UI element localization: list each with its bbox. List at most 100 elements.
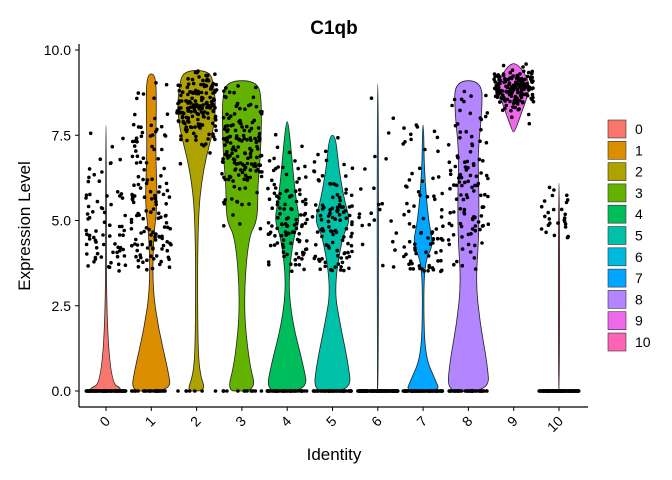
point-5	[342, 268, 346, 273]
point-5	[346, 241, 350, 246]
point-6	[386, 131, 391, 135]
point-1	[139, 231, 143, 235]
legend-swatch-2	[607, 162, 627, 181]
point-3	[245, 138, 249, 142]
point-4	[302, 267, 306, 272]
point-0	[87, 233, 92, 238]
point-4	[294, 221, 299, 226]
point-1	[133, 242, 137, 246]
point-8	[476, 220, 481, 224]
point-0	[115, 254, 120, 259]
point-3	[226, 156, 230, 160]
point-3	[253, 164, 258, 169]
point-9	[519, 80, 523, 84]
point-6	[389, 219, 393, 223]
point-6	[390, 389, 395, 393]
point-8	[483, 114, 488, 119]
point-0	[110, 144, 115, 149]
point-1	[161, 243, 166, 248]
point-9	[513, 105, 517, 110]
point-7	[423, 147, 427, 152]
point-0	[104, 389, 108, 393]
point-4	[296, 166, 301, 171]
point-8	[473, 215, 477, 220]
point-3	[248, 151, 253, 156]
point-1	[164, 202, 168, 206]
point-3	[237, 137, 242, 142]
legend-swatch-9	[607, 311, 627, 331]
point-6	[360, 223, 365, 228]
point-7	[412, 204, 416, 208]
point-5	[344, 174, 348, 178]
point-2	[179, 93, 183, 98]
point-10	[563, 222, 568, 226]
point-4	[267, 197, 272, 201]
point-5	[345, 255, 349, 260]
point-3	[230, 151, 234, 155]
point-10	[576, 389, 581, 393]
point-9	[514, 99, 519, 103]
point-1	[140, 242, 144, 247]
point-0	[94, 389, 99, 393]
point-2	[178, 83, 182, 88]
point-8	[446, 238, 451, 242]
point-1	[160, 236, 164, 241]
point-4	[289, 207, 293, 211]
point-5	[323, 149, 328, 154]
point-8	[466, 389, 471, 393]
point-8	[468, 250, 473, 254]
point-10	[561, 389, 566, 393]
legend-label: 7	[635, 270, 643, 286]
point-7	[409, 137, 413, 142]
point-1	[166, 255, 171, 260]
point-3	[243, 186, 248, 190]
point-5	[331, 232, 335, 237]
x-tick-label: 6	[368, 413, 385, 430]
point-2	[180, 115, 185, 120]
point-8	[454, 197, 459, 201]
point-1	[142, 168, 146, 172]
violin-0	[89, 124, 121, 392]
point-4	[300, 389, 305, 393]
point-3	[225, 139, 229, 144]
point-6	[370, 389, 374, 393]
point-5	[347, 266, 351, 271]
point-3	[232, 112, 237, 116]
point-5	[335, 248, 340, 253]
point-1	[129, 227, 134, 231]
point-4	[283, 230, 288, 234]
point-8	[458, 130, 463, 134]
point-7	[409, 132, 413, 137]
axes	[78, 44, 588, 408]
point-3	[242, 128, 247, 133]
point-2	[188, 101, 193, 105]
point-3	[220, 172, 224, 176]
point-1	[131, 200, 136, 205]
point-9	[506, 77, 511, 82]
point-7	[414, 389, 419, 393]
point-3	[241, 133, 246, 138]
point-1	[134, 136, 139, 140]
point-8	[453, 164, 458, 169]
point-8	[458, 221, 463, 226]
point-6	[391, 265, 396, 269]
point-4	[267, 262, 271, 267]
point-7	[406, 389, 411, 393]
point-3	[235, 199, 239, 204]
point-1	[164, 221, 169, 225]
point-4	[284, 172, 289, 177]
point-0	[119, 192, 124, 196]
point-3	[231, 179, 235, 183]
point-0	[122, 228, 126, 233]
point-8	[461, 197, 466, 202]
point-8	[459, 224, 464, 229]
point-5	[323, 264, 328, 269]
point-7	[435, 135, 440, 140]
point-8	[447, 160, 452, 164]
point-2	[211, 121, 215, 126]
point-0	[98, 157, 103, 161]
point-1	[144, 226, 149, 230]
point-10	[539, 204, 544, 209]
point-4	[272, 191, 277, 196]
point-1	[153, 238, 158, 242]
